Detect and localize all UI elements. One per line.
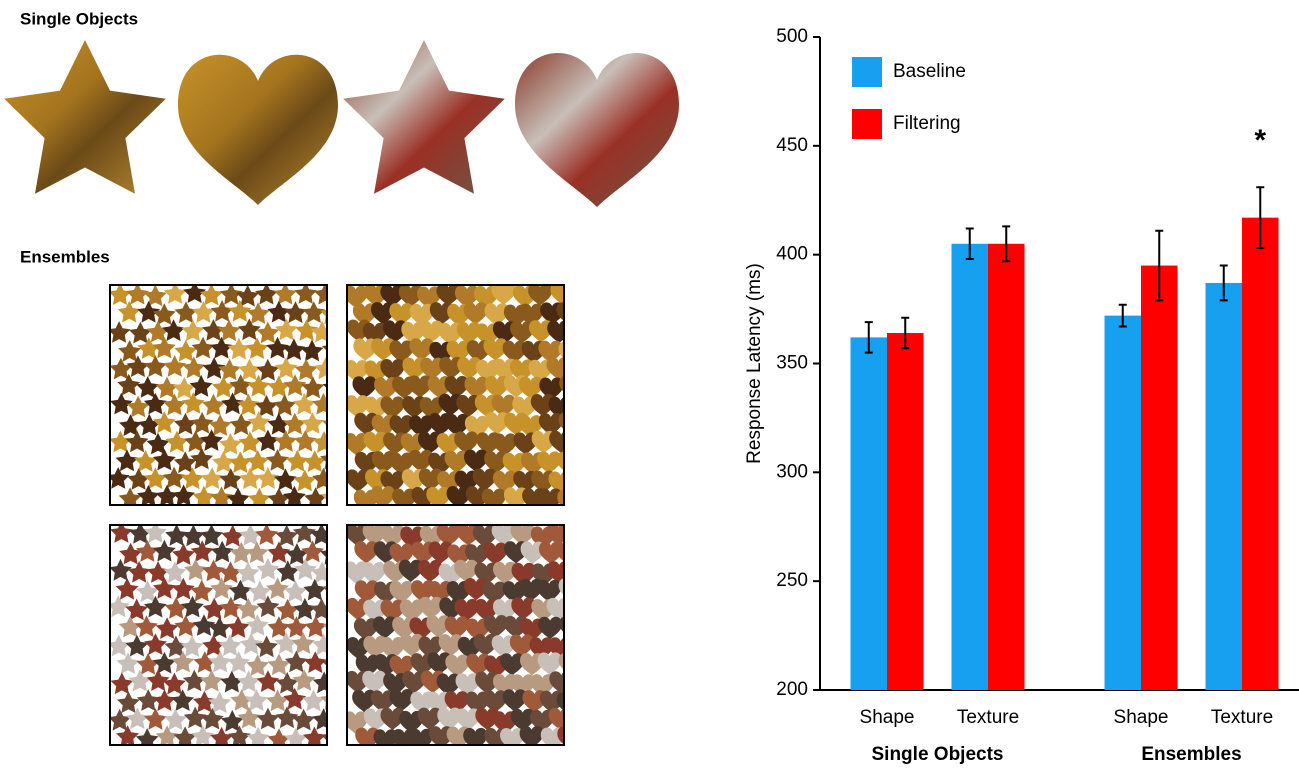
group-label: Single Objects (872, 744, 1004, 765)
bar (851, 337, 888, 690)
y-tick-label: 400 (776, 244, 808, 265)
star-stimulus (4, 40, 166, 194)
significance-marker: * (1254, 124, 1266, 157)
bar (1206, 283, 1243, 690)
heart-stimulus (515, 53, 679, 207)
stimuli-label: Single Objects (20, 9, 138, 28)
bar (887, 333, 924, 690)
star-stimulus (343, 40, 505, 194)
y-axis-label: Response Latency (ms) (744, 263, 765, 464)
chart: 200 250 300 350 400 450 500 Response Latency (m… (744, 26, 1299, 765)
heart-stimulus (178, 55, 338, 205)
x-tick-label: Texture (957, 707, 1019, 728)
legend-label: Baseline (893, 61, 966, 82)
ensemble (107, 281, 346, 509)
bar (1105, 316, 1142, 690)
legend-swatch (852, 109, 882, 139)
bar (1141, 266, 1178, 690)
group-label: Ensembles (1141, 744, 1241, 765)
bar (952, 244, 989, 690)
ensemble (343, 523, 583, 752)
x-tick-label: Texture (1211, 707, 1273, 728)
stimuli-label: Ensembles (20, 247, 110, 266)
legend-swatch (852, 57, 882, 87)
bar (1242, 218, 1279, 690)
x-tick-label: Shape (1114, 707, 1169, 728)
figure: Single Objects Ensembles 200 250 300 350 400… (0, 0, 1299, 770)
y-tick-label: 350 (776, 353, 808, 374)
x-tick-label: Shape (860, 707, 915, 728)
stimuli (4, 40, 679, 752)
y-tick-label: 250 (776, 570, 808, 591)
ensemble (344, 283, 584, 513)
legend-label: Filtering (893, 113, 961, 134)
y-tick-label: 500 (776, 26, 808, 47)
y-tick-label: 300 (776, 461, 808, 482)
y-tick-label: 450 (776, 135, 808, 156)
y-tick-label: 200 (776, 679, 808, 700)
ensemble (107, 521, 346, 750)
ensemble-item (557, 490, 581, 513)
bar (988, 244, 1025, 690)
